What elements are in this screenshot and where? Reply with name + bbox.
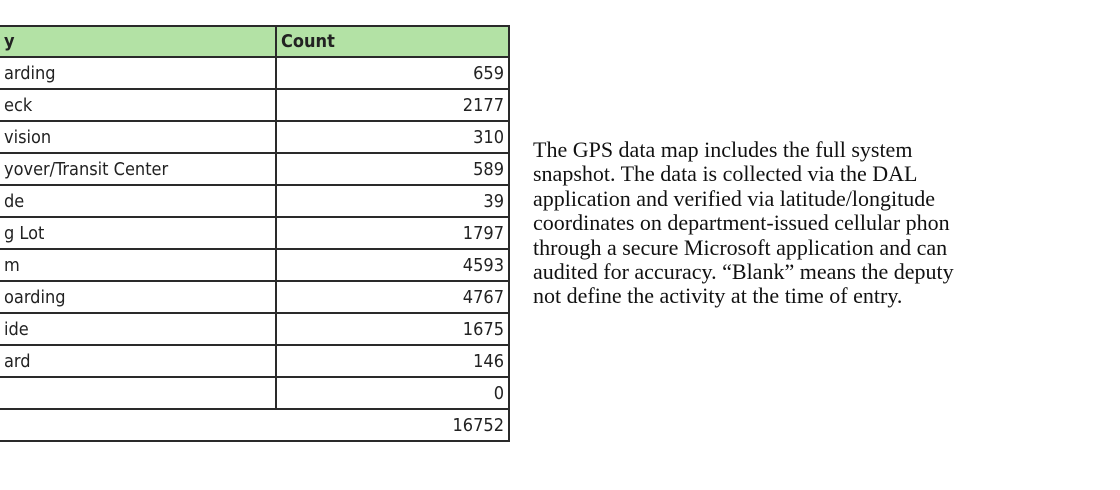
activity-cell: vision [0,120,277,154]
total-count-cell: 16752 [0,408,510,442]
paragraph-line: The GPS data map includes the full syste… [533,137,913,162]
table-row: g Lot 1797 [0,216,510,250]
description-paragraph: The GPS data map includes the full syste… [533,137,1120,309]
table-row: de 39 [0,184,510,218]
table-row: m 4593 [0,248,510,282]
count-cell: 1675 [275,312,510,346]
paragraph-line: snapshot. The data is collected via the … [533,161,918,187]
count-cell: 4767 [275,280,510,314]
activity-cell: ard [0,344,277,378]
count-cell: 0 [275,376,510,410]
count-cell: 4593 [275,248,510,282]
activity-count-table: y Count arding 659 eck 2177 vision 310 yover/T… [0,25,510,442]
activity-cell: g Lot [0,216,277,250]
count-cell: 39 [275,184,510,218]
count-cell: 146 [275,344,510,378]
activity-cell: arding [0,56,277,90]
count-cell: 659 [275,56,510,90]
count-cell: 310 [275,120,510,154]
activity-cell: oarding [0,280,277,314]
activity-cell: eck [0,88,277,122]
activity-cell: de [0,184,277,218]
activity-column-header: y [0,25,277,58]
activity-cell: ide [0,312,277,346]
table-header-row: y Count [0,25,510,58]
paragraph-line: application and verified via latitude/lo… [533,185,935,211]
paragraph-line: audited for accuracy. “Blank” means the … [533,259,954,285]
count-column-header: Count [275,25,510,58]
activity-cell: m [0,248,277,282]
activity-cell: yover/Transit Center [0,152,277,186]
activity-cell [0,376,277,410]
table-row: vision 310 [0,120,510,154]
table-row: ard 146 [0,344,510,378]
paragraph-line: coordinates on department-issued cellula… [533,210,950,236]
paragraph-line: through a secure Microsoft application a… [533,234,948,260]
table-row: eck 2177 [0,88,510,122]
table-row: yover/Transit Center 589 [0,152,510,186]
table-row: oarding 4767 [0,280,510,314]
count-cell: 1797 [275,216,510,250]
count-cell: 589 [275,152,510,186]
table-row: ide 1675 [0,312,510,346]
paragraph-line: not define the activity at the time of e… [533,283,903,309]
table-row: 0 [0,376,510,410]
count-cell: 2177 [275,88,510,122]
table-row: arding 659 [0,56,510,90]
total-row: 16752 [0,408,510,442]
